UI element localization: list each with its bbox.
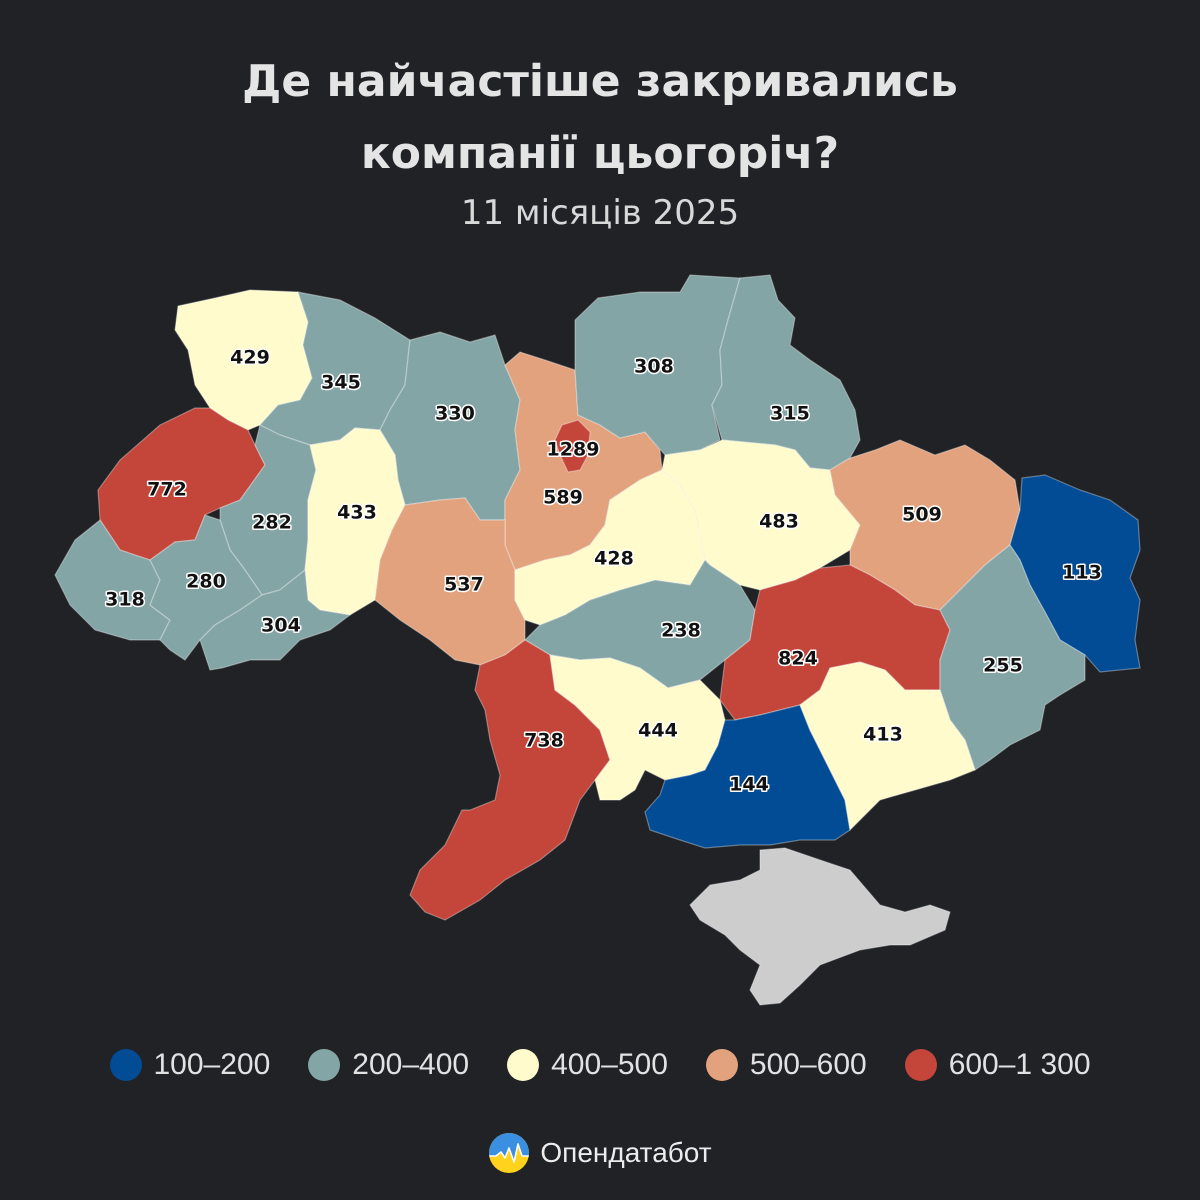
legend-item-100-200: 100–200 (109, 1048, 271, 1082)
region-value-volyn: 429 (230, 347, 270, 369)
legend-swatch-500-600 (705, 1049, 738, 1081)
opendatabot-logo-icon (489, 1133, 530, 1173)
legend-label-400-500: 400–500 (551, 1048, 668, 1081)
legend-label-200-400: 200–400 (352, 1048, 470, 1081)
legend-swatch-400-500 (507, 1049, 540, 1081)
region-value-kyiv-city: 1289 (547, 439, 600, 461)
brand-name: Опендатабот (540, 1137, 712, 1168)
map-subtitle: 11 місяців 2025 (460, 193, 740, 233)
region-zaporizhzhia[interactable] (799, 661, 976, 832)
region-kyiv-city[interactable] (554, 419, 591, 473)
region-value-zhytomyr: 330 (435, 403, 475, 425)
legend-item-600-1300: 600–1 300 (904, 1048, 1091, 1082)
legend: 100–200 200–400 400–500 500–600 600–1 30… (0, 1048, 1200, 1082)
region-poltava[interactable] (661, 439, 861, 591)
region-value-odesa: 738 (524, 730, 564, 752)
region-value-kirovohrad: 238 (661, 620, 701, 642)
region-value-vinnytsia: 537 (444, 574, 484, 596)
region-value-cherkasy: 428 (594, 548, 634, 570)
region-value-kherson: 144 (729, 774, 769, 796)
region-value-poltava: 483 (759, 511, 799, 533)
region-value-kharkiv: 509 (902, 504, 942, 526)
legend-label-100-200: 100–200 (153, 1048, 271, 1081)
legend-item-500-600: 500–600 (705, 1048, 867, 1082)
map-title: Де найчастіше закривались компанії цього… (0, 46, 1200, 190)
title-line-1: Де найчастіше закривались (242, 56, 958, 107)
region-value-kyiv-oblast: 589 (543, 487, 583, 509)
brand-footer: Опендатабот (0, 1132, 1200, 1174)
legend-swatch-200-400 (308, 1049, 341, 1081)
legend-swatch-600-1300 (904, 1049, 937, 1081)
region-value-labels: 429 345 330 589 1289 308 315 772 282 433 537 428 483… (104, 345, 1104, 797)
region-value-zakarpattia: 318 (105, 589, 145, 611)
region-value-rivne: 345 (321, 372, 361, 394)
title-line-2: компанії цьогоріч? (360, 128, 840, 179)
legend-item-200-400: 200–400 (308, 1048, 469, 1082)
region-value-ivano-frankivsk: 280 (186, 571, 226, 593)
region-value-dnipropetrovsk: 824 (778, 648, 818, 670)
legend-label-600-1300: 600–1 300 (948, 1048, 1091, 1081)
region-kherson[interactable] (644, 704, 851, 849)
region-value-lviv: 772 (147, 479, 187, 501)
region-chernivtsi[interactable] (199, 568, 352, 671)
region-value-donetsk: 255 (983, 655, 1023, 677)
region-value-sumy: 315 (770, 403, 810, 425)
region-value-ternopil: 282 (252, 512, 292, 534)
legend-item-400-500: 400–500 (507, 1048, 668, 1082)
region-value-chernihiv: 308 (634, 356, 674, 378)
region-value-khmelnytskyi: 433 (337, 502, 377, 524)
region-value-luhansk: 113 (1062, 562, 1102, 584)
region-value-mykolaiv: 444 (638, 720, 678, 742)
region-crimea[interactable] (689, 847, 951, 1006)
region-value-chernivtsi: 304 (261, 615, 301, 637)
legend-label-500-600: 500–600 (749, 1048, 867, 1081)
region-value-zaporizhzhia: 413 (863, 724, 903, 746)
legend-swatch-100-200 (109, 1049, 142, 1081)
